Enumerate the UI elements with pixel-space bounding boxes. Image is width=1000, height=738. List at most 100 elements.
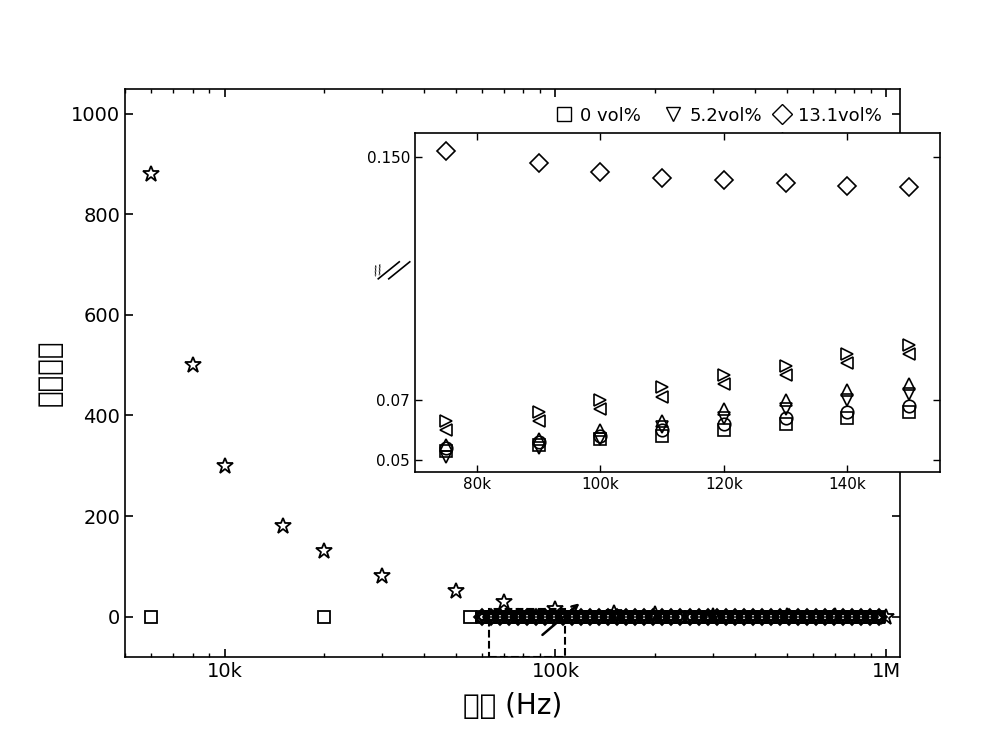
14.9vol% [781, 612, 793, 621]
Text: //: // [372, 263, 384, 277]
1.7vol% [837, 612, 849, 621]
3.4vol% [810, 612, 822, 621]
6.9vol% [693, 612, 705, 621]
5.2vol% [566, 612, 578, 621]
13.1vol% [638, 612, 650, 621]
6.9vol% [774, 612, 786, 621]
6.9vol% [801, 612, 813, 621]
8.6vol% [593, 612, 605, 621]
14.9vol% [608, 608, 620, 617]
3.4vol% [756, 612, 768, 621]
5.2vol% [638, 612, 650, 621]
13.1vol% [593, 612, 605, 621]
3.4vol% [476, 612, 488, 621]
1.7vol% [665, 612, 677, 621]
3.4vol% [575, 612, 587, 621]
1.7vol% [512, 612, 524, 621]
0 vol% [649, 612, 661, 621]
13.1vol% [864, 612, 876, 621]
X-axis label: 频率 (Hz): 频率 (Hz) [463, 692, 562, 720]
8.6vol% [873, 612, 885, 621]
0 vol% [145, 612, 157, 621]
8.6vol% [756, 612, 768, 621]
1.7vol% [819, 612, 831, 621]
6.9vol% [566, 612, 578, 621]
8.6vol% [638, 612, 650, 621]
13.1vol% [674, 612, 686, 621]
13.1vol% [476, 612, 488, 621]
0 vol% [517, 612, 529, 621]
1.7vol% [873, 612, 885, 621]
0 vol% [318, 612, 330, 621]
13.1vol% [503, 612, 515, 621]
Line: 0 vol%: 0 vol% [146, 611, 792, 622]
6.9vol% [530, 612, 542, 621]
5.2vol% [476, 612, 488, 621]
5.2vol% [810, 612, 822, 621]
0 vol% [549, 612, 561, 621]
1.7vol% [702, 612, 714, 621]
13.1vol% [530, 612, 542, 621]
14.9vol% [318, 547, 330, 556]
13.1vol% [584, 612, 596, 621]
5.2vol% [711, 612, 723, 621]
13.1vol% [756, 612, 768, 621]
8.6vol% [584, 612, 596, 621]
3.4vol% [494, 612, 506, 621]
1.7vol% [729, 612, 741, 621]
1.7vol% [774, 612, 786, 621]
13.1vol% [792, 612, 804, 621]
14.9vol% [707, 611, 719, 620]
13.1vol% [656, 612, 668, 621]
8.6vol% [684, 612, 696, 621]
1.7vol% [828, 612, 840, 621]
1.7vol% [557, 612, 569, 621]
3.4vol% [837, 612, 849, 621]
13.1vol% [485, 612, 497, 621]
1.7vol% [864, 612, 876, 621]
13.1vol% [819, 612, 831, 621]
Line: 8.6vol%: 8.6vol% [476, 611, 884, 622]
14.9vol% [187, 361, 199, 370]
13.1vol% [810, 612, 822, 621]
8.6vol% [837, 612, 849, 621]
1.7vol% [765, 612, 777, 621]
5.2vol% [557, 612, 569, 621]
13.1vol% [837, 612, 849, 621]
5.2vol% [783, 612, 795, 621]
8.6vol% [729, 612, 741, 621]
Line: 1.7vol%: 1.7vol% [476, 611, 884, 622]
14.9vol% [376, 572, 388, 581]
13.1vol% [566, 612, 578, 621]
3.4vol% [557, 612, 569, 621]
5.2vol% [792, 612, 804, 621]
5.2vol% [837, 612, 849, 621]
8.6vol% [747, 612, 759, 621]
13.1vol% [720, 612, 732, 621]
8.6vol% [539, 612, 551, 621]
3.4vol% [584, 612, 596, 621]
3.4vol% [846, 612, 858, 621]
6.9vol% [602, 612, 614, 621]
13.1vol% [873, 612, 885, 621]
6.9vol% [756, 612, 768, 621]
5.2vol% [494, 612, 506, 621]
13.1vol% [629, 612, 641, 621]
6.9vol% [792, 612, 804, 621]
6.9vol% [765, 612, 777, 621]
5.2vol% [828, 612, 840, 621]
8.6vol% [693, 612, 705, 621]
5.2vol% [774, 612, 786, 621]
1.7vol% [485, 612, 497, 621]
5.2vol% [548, 612, 560, 621]
3.4vol% [602, 612, 614, 621]
3.4vol% [539, 612, 551, 621]
5.2vol% [656, 612, 668, 621]
13.1vol% [539, 612, 551, 621]
14.9vol% [145, 170, 157, 179]
5.2vol% [756, 612, 768, 621]
5.2vol% [864, 612, 876, 621]
Bar [489, 609, 565, 657]
8.6vol% [485, 612, 497, 621]
5.2vol% [629, 612, 641, 621]
